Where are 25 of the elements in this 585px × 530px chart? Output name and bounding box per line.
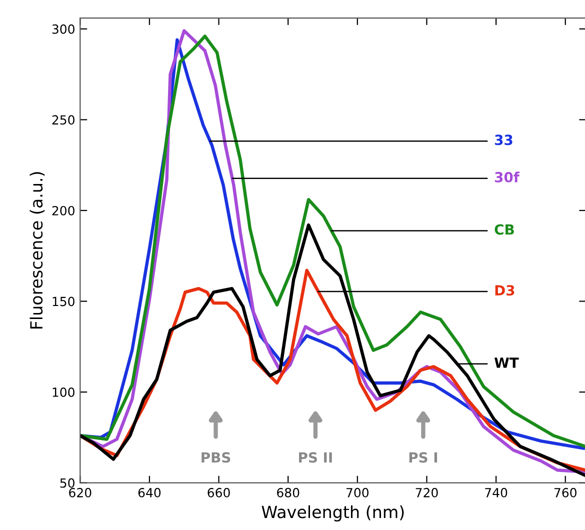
y-tick-label: 50	[60, 478, 74, 488]
x-tick-label: 720	[416, 488, 438, 498]
x-tick-label: 700	[346, 488, 369, 498]
y-tick-label: 300	[52, 24, 74, 34]
line-series	[80, 223, 585, 478]
text: 30f	[495, 172, 520, 182]
y-axis-title: Fluorescence (a.u.)	[30, 172, 45, 329]
x-tick-label: 660	[208, 488, 230, 498]
annotation: PS I	[409, 452, 438, 463]
text: 33	[495, 134, 512, 146]
x-axis-title: Wavelength (nm)	[262, 505, 404, 522]
x-tick-label: 620	[69, 488, 92, 498]
y-tick-label: 250	[52, 115, 74, 125]
text: D3	[495, 285, 514, 296]
y-tick-label: 150	[52, 296, 74, 306]
x-tick-label: 640	[138, 488, 161, 498]
x-tick-label: 680	[277, 488, 300, 498]
annotation: PS II	[299, 452, 332, 463]
y-tick-label: 200	[52, 206, 74, 216]
text: CB	[494, 224, 514, 235]
x-tick-label: 760	[554, 488, 576, 498]
annotation: PBS	[202, 452, 230, 463]
x-tick-label: 740	[485, 488, 508, 498]
legend-label: WT	[494, 358, 519, 368]
y-tick-label: 100	[52, 388, 74, 397]
